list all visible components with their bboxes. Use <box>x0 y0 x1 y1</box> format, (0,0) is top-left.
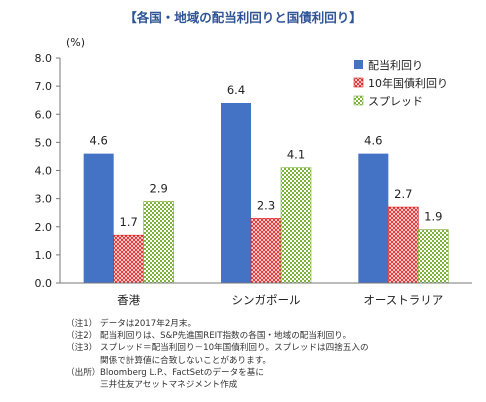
bar-1 <box>358 153 389 283</box>
y-axis-unit: (%) <box>66 36 85 49</box>
footnote-text: Bloomberg L.P.、FactSetのデータを基に <box>100 367 264 378</box>
bar-3 <box>143 201 174 284</box>
chart-svg: 【各国・地域の配当利回りと国債利回り】 (%) 0.0 1.0 2.0 3.0 4.0 5… <box>35 10 472 307</box>
footnote-tag: （出所） <box>66 367 101 378</box>
chart-title: 【各国・地域の配当利回りと国債利回り】 <box>124 10 362 25</box>
legend-label: 配当利回り <box>368 58 423 72</box>
footnote-tag: （注1） <box>66 319 98 329</box>
footnote-continuation: 三井住友アセットマネジメント作成 <box>100 380 238 391</box>
footnote-tag: （注3） <box>66 343 98 354</box>
bar-value-label: 4.1 <box>287 148 305 162</box>
bar-3 <box>280 167 312 284</box>
x-tick-label: オーストラリア <box>363 293 443 307</box>
y-tick-label: 5.0 <box>35 136 53 149</box>
bar-value-label: 4.6 <box>364 134 382 148</box>
y-tick-label: 8.0 <box>35 52 53 65</box>
legend-swatch <box>353 95 364 106</box>
footnote-continuation: 関係で計算値に合致しないことがあります。 <box>100 355 272 366</box>
y-axis-ticks: 0.0 1.0 2.0 3.0 4.0 5.0 6.0 7.0 8.0 <box>35 52 60 290</box>
y-tick-label: 0.0 <box>35 277 53 290</box>
bar-2 <box>388 206 419 284</box>
footnote-tag: （注2） <box>66 331 98 342</box>
bar-3 <box>418 229 449 284</box>
footnote-row: （注2） 配当利回りは、S&P先進国REIT指数の各国・地域の配当利回り。 <box>66 330 476 342</box>
bar-2 <box>113 234 144 284</box>
bar-value-label: 2.7 <box>394 187 412 201</box>
bar-1 <box>221 103 251 283</box>
x-tick-label: 香港 <box>117 293 140 307</box>
bar-2 <box>250 218 282 284</box>
legend-label: スプレッド <box>368 95 423 108</box>
y-tick-label: 3.0 <box>35 193 53 206</box>
y-tick-label: 6.0 <box>35 108 53 121</box>
footnote-text: スプレッド＝配当利回り－10年国債利回り。スプレッドは四捨五入の <box>100 343 369 354</box>
footnote-row: （注3） スプレッド＝配当利回り－10年国債利回り。スプレッドは四捨五入の <box>66 342 476 354</box>
bar-value-label: 2.9 <box>150 181 168 195</box>
legend-swatch <box>353 77 364 88</box>
y-tick-label: 4.0 <box>35 165 53 178</box>
bar-value-label: 1.9 <box>424 210 442 224</box>
bar-1 <box>83 153 114 283</box>
y-tick-label: 7.0 <box>35 80 53 93</box>
bar-value-label: 2.3 <box>257 198 275 212</box>
legend-label: 10年国債利回り <box>368 76 448 90</box>
bar-value-label: 6.4 <box>227 83 245 97</box>
footnotes: （注1） データは2017年2月末。 （注2） 配当利回りは、S&P先進国REIT指数… <box>66 318 476 391</box>
legend-swatch <box>354 60 363 69</box>
y-tick-label: 1.0 <box>35 249 53 262</box>
footnote-text: データは2017年2月末。 <box>100 319 197 329</box>
bar-value-label: 1.7 <box>120 215 138 229</box>
footnote-text: 配当利回りは、S&P先進国REIT指数の各国・地域の配当利回り。 <box>100 331 352 342</box>
y-tick-label: 2.0 <box>35 221 53 234</box>
x-tick-label: シンガポール <box>232 293 301 307</box>
value-labels: 4.6 1.7 2.9 6.4 2.3 4.1 4.6 2.7 1.9 <box>90 83 443 229</box>
bars-group <box>83 103 449 284</box>
x-axis-labels: 香港 シンガポール オーストラリア <box>117 293 443 307</box>
bar-value-label: 4.6 <box>90 134 108 148</box>
footnote-row: （注1） データは2017年2月末。 <box>66 318 476 330</box>
footnote-row: （出所） Bloomberg L.P.、FactSetのデータを基に <box>66 367 476 379</box>
